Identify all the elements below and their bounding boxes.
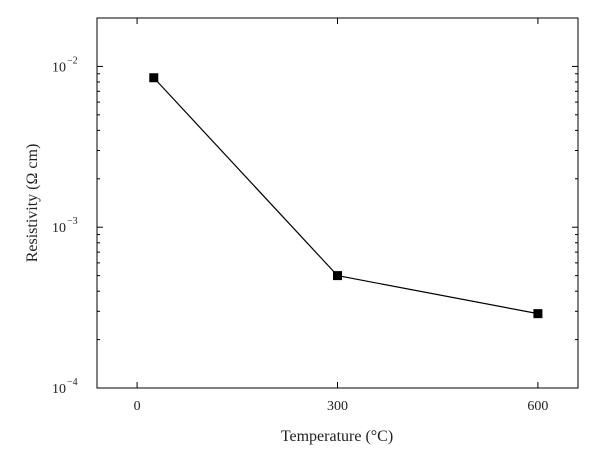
y-tick-label-2: 10 −2 <box>52 55 78 75</box>
x-axis-label: Temperature (°C) <box>281 428 393 445</box>
x-tick-labels: 0 300 600 <box>134 399 549 414</box>
y-tick-label-1: 10 −3 <box>52 216 78 236</box>
data-point-2 <box>533 309 543 319</box>
tick-marks <box>97 18 578 389</box>
x-tick-label-2: 600 <box>527 399 548 414</box>
y-tick-label-0-exponent: −4 <box>67 377 78 388</box>
y-tick-label-2-base: 10 <box>52 60 66 75</box>
y-tick-label-1-exponent: −3 <box>67 216 78 227</box>
data-series <box>149 73 543 319</box>
y-axis-label: Resistivity (Ω cm) <box>24 144 41 263</box>
data-point-1 <box>333 271 342 281</box>
y-tick-label-1-base: 10 <box>52 221 66 236</box>
y-tick-label-0: 10 −4 <box>52 377 78 397</box>
y-tick-label-2-exponent: −2 <box>67 55 78 66</box>
x-tick-label-0: 0 <box>134 399 141 414</box>
data-point-0 <box>149 73 159 83</box>
y-tick-label-0-base: 10 <box>52 382 66 397</box>
x-tick-label-1: 300 <box>327 399 348 414</box>
y-tick-labels: 10 −4 10 −3 10 −2 <box>52 55 78 397</box>
plot-frame <box>96 17 579 389</box>
series-0-line <box>153 77 539 315</box>
